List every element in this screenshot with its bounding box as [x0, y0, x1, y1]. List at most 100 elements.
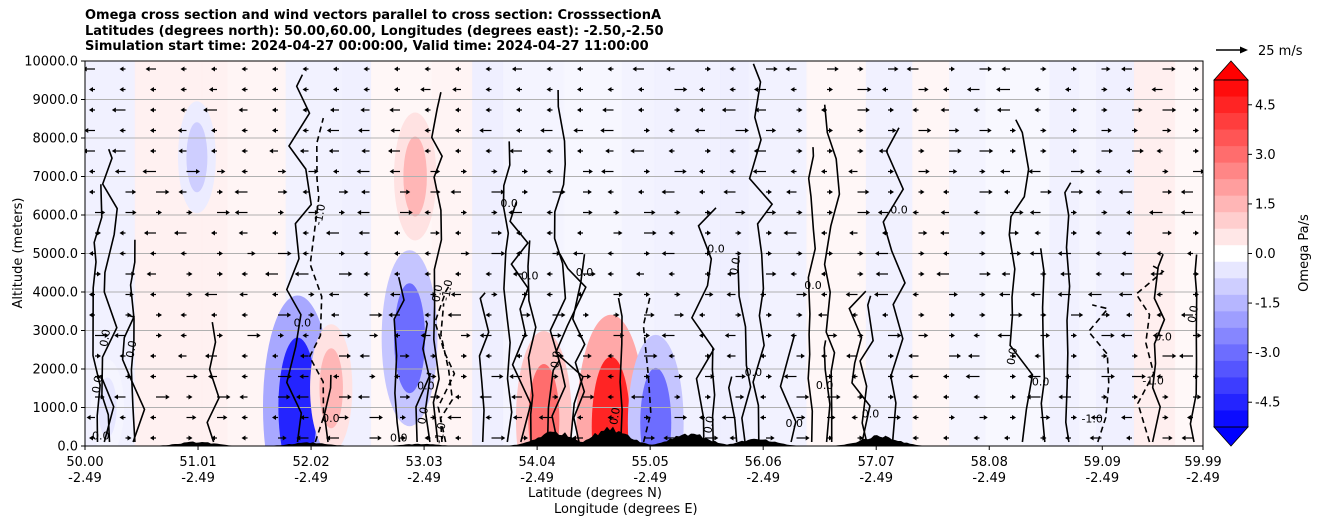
- contour-label: 0.0: [786, 417, 804, 430]
- wind-vector-head: [394, 230, 398, 236]
- wind-vector-head: [737, 251, 742, 256]
- wind-vector-head: [119, 251, 124, 256]
- x-tick-label-lon: -2.49: [1186, 471, 1220, 486]
- wind-vector-head: [646, 251, 650, 256]
- wind-vector-head: [1047, 189, 1052, 195]
- wind-vector-head: [363, 251, 368, 256]
- wind-vector-head: [554, 374, 559, 379]
- wind-vector-head: [1001, 271, 1006, 277]
- wind-vector-head: [760, 292, 764, 297]
- wind-vector-head: [1139, 148, 1144, 154]
- wind-vector-head: [951, 312, 955, 318]
- wind-vector-head: [1065, 87, 1069, 92]
- wind-vector-head: [912, 210, 917, 215]
- wind-vector-head: [143, 230, 148, 236]
- y-axis: 0.0 1000.0 2000.0 3000.0 4000.0 5000.0 6000.0 7…: [24, 55, 85, 455]
- wind-vector-head: [986, 271, 991, 277]
- wind-vector-head: [821, 271, 825, 277]
- wind-vector-head: [299, 374, 304, 379]
- wind-vector-head: [760, 415, 764, 420]
- colorbar-tick-label: -4.5: [1255, 396, 1280, 411]
- wind-vector-head: [356, 169, 361, 174]
- wind-vector-head: [1195, 148, 1199, 154]
- wind-vector-head: [361, 148, 366, 154]
- wind-vector-head: [737, 312, 742, 318]
- wind-vector-head: [729, 66, 734, 72]
- wind-vector-head: [798, 251, 803, 256]
- y-axis-label: Altitude (meters): [11, 198, 26, 309]
- wind-vector-head: [607, 251, 612, 256]
- wind-vector-head: [607, 87, 612, 92]
- wind-vector-head: [940, 210, 945, 215]
- wind-vector-head: [973, 435, 978, 441]
- wind-vector-head: [768, 374, 772, 379]
- wind-vector-head: [241, 374, 246, 379]
- colorbar-segment: [1214, 261, 1248, 279]
- wind-vector-head: [394, 271, 398, 277]
- wind-vector-head: [463, 374, 467, 379]
- wind-vector-head: [287, 251, 292, 256]
- contour-line: [308, 117, 325, 443]
- wind-vector-head: [211, 435, 215, 441]
- wind-vector-head: [577, 66, 581, 72]
- contour-label: 0.0: [124, 339, 140, 358]
- wind-vector-head: [402, 435, 406, 441]
- wind-vector-head: [330, 312, 335, 318]
- wind-vector-head: [272, 292, 276, 297]
- wind-vector-head: [241, 435, 246, 441]
- wind-vector-head: [119, 128, 124, 133]
- wind-vector-head: [300, 415, 305, 420]
- wind-vector-head: [361, 189, 366, 195]
- wind-vector-head: [607, 415, 612, 420]
- wind-vector-head: [524, 292, 528, 297]
- wind-vector-head: [1156, 374, 1161, 379]
- wind-vector-head: [651, 435, 656, 441]
- colorbar-segment: [1214, 393, 1248, 411]
- wind-vector-head: [1121, 415, 1126, 420]
- wind-vector-head: [146, 271, 151, 277]
- contour-line: [121, 314, 146, 443]
- wind-vector-head: [829, 87, 833, 92]
- wind-vector-head: [326, 435, 331, 441]
- wind-vector-head: [485, 271, 490, 277]
- wind-vector-head: [1138, 107, 1143, 113]
- wind-vector-head: [783, 374, 788, 379]
- wind-vector-head: [420, 87, 425, 92]
- wind-vector-head: [455, 128, 459, 133]
- x-axis-label-longitude: Longitude (degrees E): [554, 502, 698, 517]
- x-tick-label-lon: -2.49: [746, 471, 780, 486]
- wind-vector-head: [1141, 374, 1146, 379]
- wind-vector-head: [943, 189, 947, 195]
- wind-vector-head: [790, 333, 795, 338]
- wind-vector-head: [790, 169, 795, 174]
- wind-vector-head: [1197, 333, 1202, 338]
- wind-vector-head: [1095, 271, 1100, 277]
- contour-label: 0.0: [707, 242, 725, 255]
- y-tick-label: 0.0: [57, 440, 78, 455]
- wind-vector-head: [508, 210, 513, 215]
- wind-vector-head: [726, 353, 731, 359]
- wind-vector-head: [348, 271, 353, 277]
- contour-label: 0.0: [417, 379, 435, 392]
- wind-vector-head: [588, 210, 593, 215]
- contour-line: [882, 127, 906, 443]
- wind-vector-head: [1073, 210, 1077, 215]
- wind-vector-head: [193, 374, 198, 379]
- wind-vector-head: [358, 128, 363, 133]
- wind-vector-head: [773, 66, 778, 72]
- wind-vector-head: [989, 148, 994, 154]
- wind-vector-head: [790, 87, 795, 92]
- wind-vector-head: [347, 394, 352, 400]
- wind-vector-head: [378, 415, 383, 420]
- wind-vector-head: [114, 169, 119, 174]
- contour-label: -1.0: [1142, 375, 1163, 388]
- colorbar-segment: [1214, 80, 1248, 98]
- wind-vector-head: [264, 271, 269, 277]
- wind-vector-head: [1187, 415, 1191, 420]
- wind-vector-head: [768, 189, 772, 195]
- wind-vector-head: [997, 333, 1002, 338]
- wind-vector-head: [821, 353, 825, 359]
- wind-vector-head: [192, 415, 197, 420]
- wind-vector-head: [325, 230, 330, 236]
- wind-vector-head: [859, 271, 864, 277]
